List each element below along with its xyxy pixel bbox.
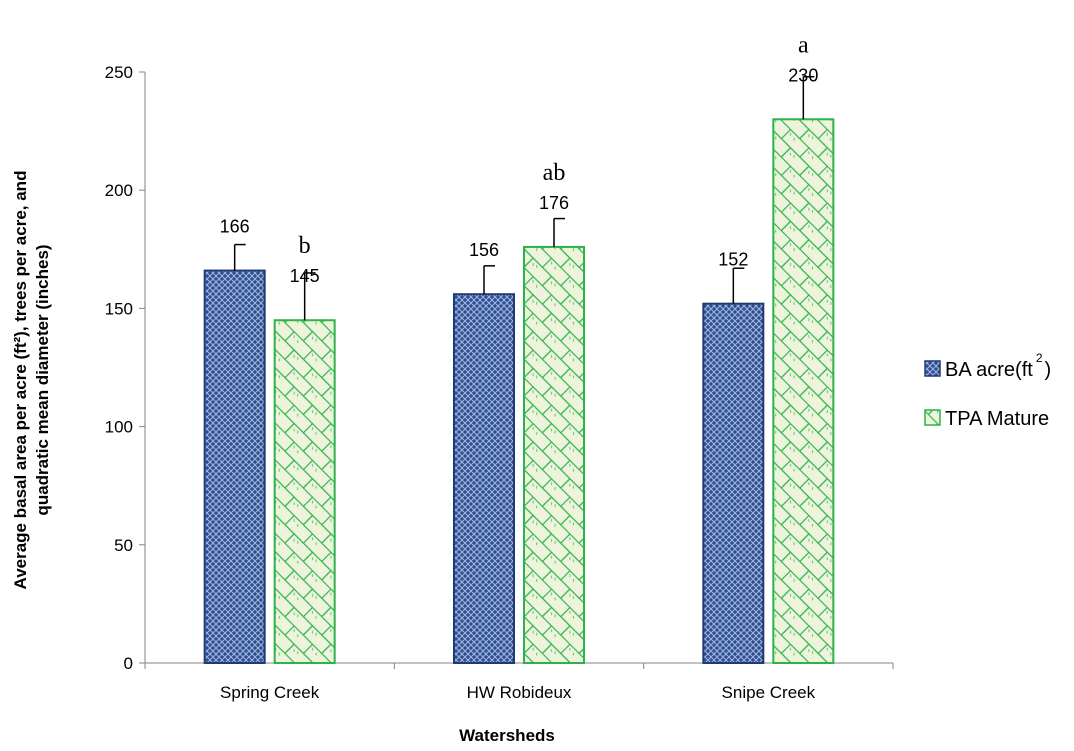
- bar-ba-acre: [203, 269, 266, 664]
- y-tick-label: 150: [105, 299, 133, 318]
- x-axis-title: Watersheds: [459, 726, 555, 745]
- data-label: 156: [469, 240, 499, 260]
- legend: BA acre(ft2) TPA Mature: [924, 351, 1051, 430]
- significance-label: b: [299, 233, 311, 259]
- data-label: 152: [718, 250, 748, 270]
- data-label: 166: [220, 217, 250, 237]
- legend-label: BA acre(ft2): [945, 351, 1051, 381]
- bar-ba-acre: [702, 302, 765, 664]
- data-label: 145: [290, 266, 320, 286]
- legend-swatch: [924, 360, 941, 377]
- data-label: 230: [788, 65, 818, 85]
- x-tick-label: HW Robideux: [467, 683, 572, 702]
- bar-ba-acre: [453, 293, 515, 664]
- y-axis-title-line2: quadratic mean diameter (inches): [33, 244, 52, 515]
- significance-label: a: [798, 32, 809, 58]
- legend-swatch: [924, 409, 941, 426]
- plot-area: 0 50 100 150 200 250 Spring Creek HW Robideux Sn…: [105, 32, 894, 702]
- bar-tpa-mature: [273, 319, 336, 664]
- bar-tpa-mature: [523, 245, 585, 664]
- data-label: 176: [539, 193, 569, 213]
- y-axis-title-line1: Average basal area per acre (ft²), trees…: [11, 171, 30, 590]
- x-tick-label: Snipe Creek: [722, 683, 816, 702]
- y-tick-label: 50: [114, 536, 133, 555]
- y-tick-label: 0: [124, 654, 133, 673]
- y-tick-label: 100: [105, 418, 133, 437]
- bar-tpa-mature: [772, 118, 835, 664]
- x-tick-label: Spring Creek: [220, 683, 320, 702]
- legend-label: TPA Mature: [945, 408, 1049, 430]
- significance-label: ab: [543, 160, 566, 186]
- y-axis-title: Average basal area per acre (ft²), trees…: [11, 171, 52, 590]
- y-tick-label: 200: [105, 181, 133, 200]
- y-tick-label: 250: [105, 63, 133, 82]
